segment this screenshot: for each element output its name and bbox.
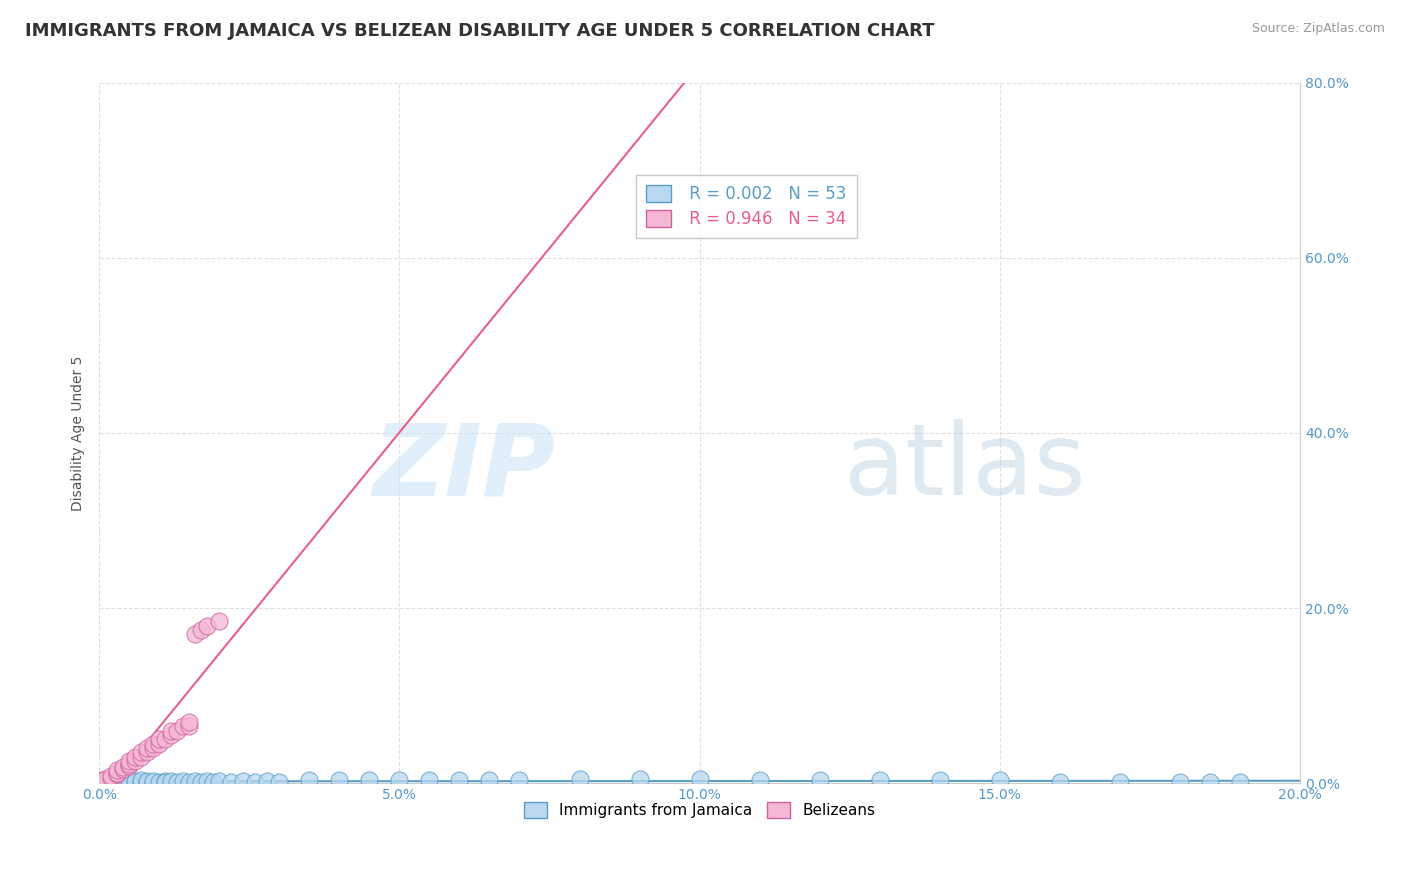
Point xyxy=(179,714,201,729)
Point xyxy=(118,754,141,768)
Point xyxy=(195,774,218,789)
Point xyxy=(359,773,381,788)
Point xyxy=(100,771,122,785)
Point xyxy=(118,756,141,771)
Point xyxy=(208,614,231,628)
Point xyxy=(166,775,188,789)
Point xyxy=(94,774,117,789)
Point xyxy=(148,737,170,751)
Point xyxy=(245,775,267,789)
Point xyxy=(388,773,411,788)
Point xyxy=(124,749,146,764)
Point xyxy=(988,773,1011,788)
Point xyxy=(118,773,141,788)
Y-axis label: Disability Age Under 5: Disability Age Under 5 xyxy=(72,355,86,511)
Point xyxy=(148,775,170,789)
Point xyxy=(449,773,471,788)
Point xyxy=(160,728,183,742)
Point xyxy=(124,754,146,768)
Point xyxy=(179,719,201,733)
Point xyxy=(166,723,188,738)
Point xyxy=(129,749,152,764)
Point xyxy=(153,774,176,789)
Point xyxy=(153,732,176,747)
Point xyxy=(91,773,114,788)
Point xyxy=(1229,775,1251,789)
Point xyxy=(105,773,128,788)
Point xyxy=(112,762,135,776)
Point xyxy=(748,773,770,788)
Point xyxy=(568,772,591,786)
Point xyxy=(184,627,207,641)
Point xyxy=(94,772,117,786)
Point xyxy=(100,774,122,789)
Point xyxy=(190,623,212,637)
Point xyxy=(129,746,152,760)
Text: IMMIGRANTS FROM JAMAICA VS BELIZEAN DISABILITY AGE UNDER 5 CORRELATION CHART: IMMIGRANTS FROM JAMAICA VS BELIZEAN DISA… xyxy=(25,22,935,40)
Point xyxy=(148,732,170,747)
Point xyxy=(190,775,212,789)
Point xyxy=(328,773,350,788)
Point xyxy=(1049,775,1071,789)
Point xyxy=(478,773,501,788)
Point xyxy=(202,775,225,789)
Point xyxy=(160,774,183,789)
Point xyxy=(1199,775,1222,789)
Point xyxy=(142,741,165,756)
Text: ZIP: ZIP xyxy=(373,419,555,516)
Point xyxy=(94,772,117,787)
Legend: Immigrants from Jamaica, Belizeans: Immigrants from Jamaica, Belizeans xyxy=(517,797,882,824)
Point xyxy=(508,773,530,788)
Point xyxy=(172,774,194,789)
Point xyxy=(129,775,152,789)
Point xyxy=(232,774,254,789)
Point xyxy=(689,772,711,786)
Point xyxy=(136,775,159,789)
Point xyxy=(112,760,135,774)
Point xyxy=(136,746,159,760)
Point xyxy=(118,758,141,772)
Point xyxy=(142,774,165,789)
Point xyxy=(418,773,440,788)
Point xyxy=(105,767,128,781)
Point xyxy=(153,775,176,789)
Point xyxy=(105,765,128,780)
Point xyxy=(256,774,278,789)
Point xyxy=(136,741,159,756)
Point xyxy=(160,723,183,738)
Point xyxy=(184,774,207,789)
Point xyxy=(195,618,218,632)
Point xyxy=(142,737,165,751)
Point xyxy=(118,775,141,789)
Point xyxy=(298,773,321,788)
Point xyxy=(869,773,891,788)
Text: atlas: atlas xyxy=(844,419,1085,516)
Point xyxy=(1109,775,1132,789)
Point xyxy=(269,775,291,789)
Point xyxy=(179,775,201,789)
Point xyxy=(124,775,146,789)
Point xyxy=(105,775,128,789)
Point xyxy=(928,773,950,788)
Text: Source: ZipAtlas.com: Source: ZipAtlas.com xyxy=(1251,22,1385,36)
Point xyxy=(100,769,122,783)
Point xyxy=(808,773,831,788)
Point xyxy=(219,775,242,789)
Point xyxy=(105,763,128,777)
Point xyxy=(208,774,231,789)
Point xyxy=(628,772,651,786)
Point xyxy=(136,774,159,789)
Point xyxy=(172,719,194,733)
Point xyxy=(129,773,152,788)
Point xyxy=(1168,775,1191,789)
Point xyxy=(112,774,135,789)
Point xyxy=(142,775,165,789)
Point xyxy=(124,774,146,789)
